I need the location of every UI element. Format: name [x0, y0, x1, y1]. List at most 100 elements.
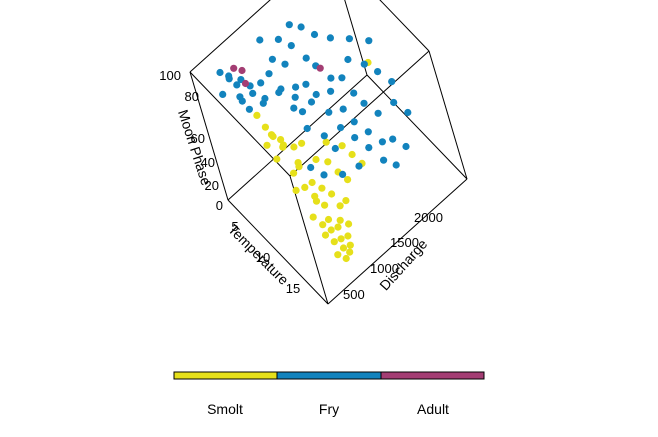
point-smolt: [342, 197, 350, 205]
z-tick-label: 60: [191, 131, 205, 146]
point-fry: [298, 108, 307, 116]
point-fry: [339, 170, 347, 178]
point-fry: [274, 35, 282, 44]
point-fry: [390, 98, 398, 107]
point-fry: [392, 161, 400, 169]
point-fry: [312, 90, 320, 99]
point-fry: [307, 98, 316, 106]
y-tick-label: 500: [343, 287, 365, 302]
point-smolt: [298, 139, 306, 147]
point-smolt: [301, 183, 309, 191]
z-tick-label: 80: [185, 89, 199, 104]
legend: Smolt Fry Adult: [173, 371, 485, 417]
point-smolt: [311, 192, 319, 200]
point-fry: [360, 99, 368, 107]
point-smolt: [309, 213, 317, 221]
point-smolt: [336, 216, 344, 224]
point-fry: [378, 138, 386, 146]
point-smolt: [336, 202, 344, 210]
point-fry: [257, 79, 265, 87]
point-fry: [331, 144, 339, 153]
point-smolt: [345, 220, 353, 228]
point-fry: [380, 156, 388, 164]
box-edge: [379, 0, 430, 52]
box-edge: [327, 178, 468, 305]
point-smolt: [277, 136, 285, 144]
point-smolt: [318, 184, 326, 192]
plot-box: [189, 0, 468, 305]
point-fry: [238, 97, 246, 105]
box-edge: [289, 50, 430, 177]
point-smolt: [346, 248, 354, 256]
point-fry: [302, 54, 310, 62]
y-tick-label: 1500: [390, 235, 419, 250]
x-axis-label: Temperature: [225, 221, 292, 288]
point-fry: [402, 142, 410, 151]
box-edge: [227, 199, 329, 305]
point-smolt: [319, 221, 327, 229]
box-edge: [344, 0, 368, 76]
point-fry: [339, 105, 347, 113]
z-axis: 100 80 60 40 20 0 Moon Phase: [159, 68, 223, 213]
point-fry: [303, 124, 311, 133]
point-smolt: [321, 201, 329, 209]
point-fry: [337, 124, 345, 132]
point-adult: [241, 79, 250, 88]
point-fry: [326, 34, 334, 42]
z-tick-label: 20: [205, 178, 219, 193]
point-fry: [364, 128, 372, 136]
x-axis: 5 10 15 Temperature: [225, 219, 300, 296]
point-smolt: [334, 223, 342, 231]
point-fry: [281, 60, 289, 68]
point-smolt: [338, 142, 346, 150]
x-tick-label: 15: [286, 281, 300, 296]
point-smolt: [328, 190, 336, 198]
point-smolt: [334, 251, 342, 259]
point-fry: [404, 108, 412, 117]
point-fry: [351, 134, 359, 142]
legend-label-smolt: Smolt: [207, 401, 243, 417]
point-fry: [355, 162, 363, 170]
y-axis: 500 1000 1500 2000 Discharge: [343, 210, 443, 302]
point-smolt: [312, 155, 320, 164]
point-fry: [307, 163, 315, 172]
point-fry: [338, 74, 346, 82]
z-tick-label: 100: [159, 68, 181, 83]
data-points: [216, 21, 412, 263]
z-tick-label: 0: [216, 198, 223, 213]
legend-swatch-adult: [380, 371, 485, 380]
point-smolt: [308, 178, 316, 187]
point-fry: [245, 105, 253, 113]
point-fry: [265, 70, 273, 78]
box-edge: [189, 71, 229, 201]
point-smolt: [273, 155, 281, 163]
point-fry: [350, 118, 358, 126]
point-fry: [344, 55, 352, 64]
point-fry: [327, 87, 335, 95]
point-smolt: [290, 169, 298, 177]
point-fry: [350, 89, 358, 97]
point-smolt: [292, 186, 300, 194]
point-fry: [256, 36, 264, 44]
point-fry: [268, 55, 276, 63]
point-smolt: [261, 123, 269, 131]
point-fry: [219, 90, 227, 98]
point-fry: [325, 108, 333, 116]
point-smolt: [290, 143, 298, 151]
point-smolt: [324, 158, 332, 166]
point-fry: [290, 104, 298, 112]
point-fry: [365, 37, 373, 45]
point-smolt: [346, 241, 354, 249]
point-adult: [238, 66, 246, 75]
point-fry: [360, 60, 368, 68]
point-fry: [310, 30, 319, 39]
y-tick-label: 2000: [414, 210, 443, 225]
point-fry: [345, 35, 353, 43]
point-smolt: [348, 150, 356, 159]
point-fry: [365, 144, 373, 152]
point-smolt: [279, 143, 287, 151]
point-smolt: [342, 254, 350, 263]
point-fry: [287, 42, 295, 50]
point-smolt: [327, 226, 335, 234]
